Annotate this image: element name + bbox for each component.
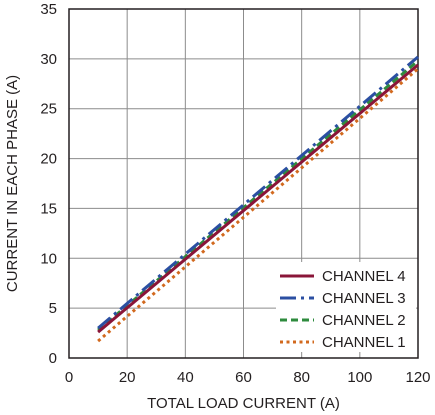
legend-label: CHANNEL 1 [322,334,406,351]
legend: CHANNEL 4 CHANNEL 3 CHANNEL 2 CHANNEL 1 [276,262,416,352]
y-tick-label: 25 [40,101,57,118]
x-tick-label: 0 [65,369,73,386]
series-line-channel-1 [97,67,419,343]
x-axis-label: TOTAL LOAD CURRENT (A) [147,395,340,412]
legend-label: CHANNEL 3 [322,290,406,307]
series-line-channel-2 [97,59,419,332]
y-tick-label: 5 [49,300,57,317]
y-tick-label: 0 [49,350,57,367]
x-tick-label: 40 [177,369,194,386]
y-tick-label: 15 [40,200,57,217]
plot-frame [68,8,419,359]
series-line-channel-4 [97,63,419,334]
y-tick-label: 10 [40,250,57,267]
x-tick-label: 100 [347,369,372,386]
legend-label: CHANNEL 4 [322,268,406,285]
legend-label: CHANNEL 2 [322,312,406,329]
y-axis-label: CURRENT IN EACH PHASE (A) [4,75,21,292]
x-tick-label: 20 [119,369,136,386]
y-tick-label: 35 [40,1,57,18]
y-tick-label: 20 [40,151,57,168]
x-tick-label: 60 [235,369,252,386]
x-tick-label: 80 [293,369,310,386]
series-line-channel-3 [97,55,419,330]
x-tick-label: 120 [405,369,430,386]
y-tick-label: 30 [40,51,57,68]
series-lines [97,55,419,343]
tick-labels: 0 20 40 60 80 100 120 0 5 10 15 20 25 30 35 [40,1,430,386]
